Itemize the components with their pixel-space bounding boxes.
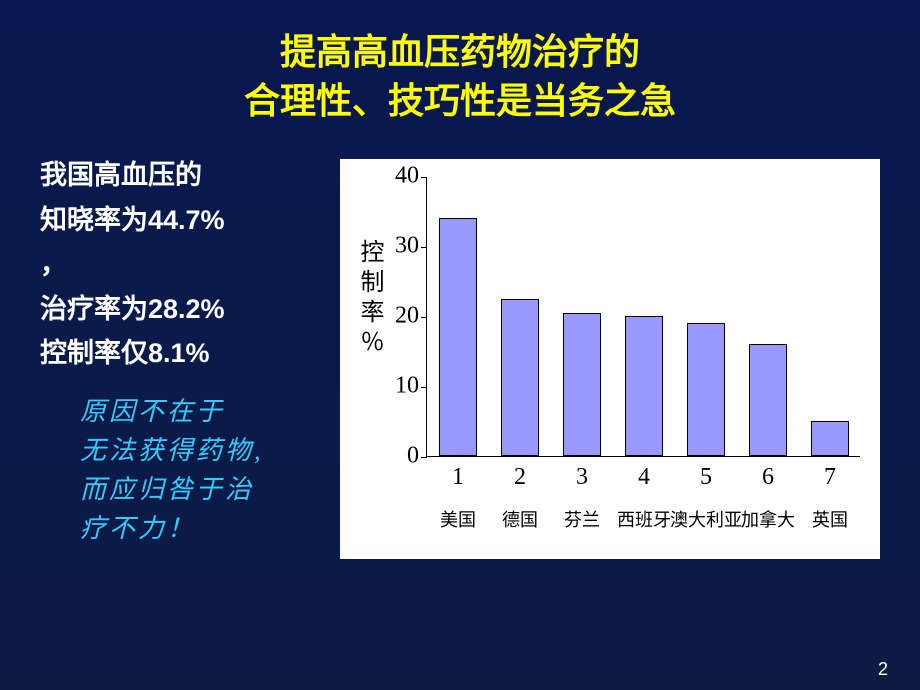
chart-bar (501, 299, 539, 457)
x-tick-country: 加拿大 (741, 506, 795, 532)
x-tick-number: 2 (514, 464, 526, 491)
y-tick-label: 10 (395, 373, 419, 400)
content-row: 我国高血压的 知晓率为44.7% ， 治疗率为28.2% 控制率仅8.1% 原因… (0, 143, 920, 559)
chart-bar (563, 313, 601, 457)
stat-line: 治疗率为28.2% (40, 287, 330, 332)
reason-line: 无法获得药物, (80, 431, 330, 470)
x-tick-number: 4 (638, 464, 650, 491)
y-tick-mark (421, 177, 427, 179)
chart-plot-area: 0102030401美国2德国3芬兰4西班牙5澳大利亚6加拿大7英国 (426, 177, 860, 457)
chart-bar (811, 421, 849, 456)
y-axis-label: 控制率％ (352, 239, 387, 359)
x-tick-number: 1 (452, 464, 464, 491)
reason-line: 疗不力！ (80, 509, 330, 548)
stat-line: 控制率仅8.1% (40, 331, 330, 376)
reason-line: 原因不在于 (80, 392, 330, 431)
x-tick-country: 美国 (440, 506, 476, 532)
x-tick-country: 西班牙 (617, 506, 671, 532)
x-tick-number: 3 (576, 464, 588, 491)
y-tick-label: 30 (395, 233, 419, 260)
title-line-1: 提高高血压药物治疗的 (0, 28, 920, 77)
y-tick-label: 40 (395, 163, 419, 190)
y-tick-label: 20 (395, 303, 419, 330)
x-tick-country: 澳大利亚 (670, 506, 742, 532)
chart-bar (749, 344, 787, 456)
x-tick-number: 6 (762, 464, 774, 491)
slide-title: 提高高血压药物治疗的 合理性、技巧性是当务之急 (0, 0, 920, 143)
x-tick-number: 5 (700, 464, 712, 491)
reason-line: 而应归咎于治 (80, 470, 330, 509)
statistics-block: 我国高血压的 知晓率为44.7% ， 治疗率为28.2% 控制率仅8.1% (40, 153, 330, 376)
y-tick-mark (421, 387, 427, 389)
y-tick-mark (421, 457, 427, 459)
chart-bar (625, 316, 663, 456)
chart-bar (439, 218, 477, 456)
stat-line: ， (40, 242, 330, 287)
stat-line: 知晓率为44.7% (40, 198, 330, 243)
y-tick-label: 0 (407, 443, 419, 470)
page-number: 2 (878, 659, 888, 680)
y-tick-mark (421, 317, 427, 319)
left-column: 我国高血压的 知晓率为44.7% ， 治疗率为28.2% 控制率仅8.1% 原因… (40, 153, 330, 559)
title-line-2: 合理性、技巧性是当务之急 (0, 77, 920, 126)
x-tick-country: 英国 (812, 506, 848, 532)
stat-line: 我国高血压的 (40, 153, 330, 198)
chart-bar (687, 323, 725, 456)
x-tick-country: 芬兰 (564, 506, 600, 532)
x-tick-number: 7 (824, 464, 836, 491)
bar-chart: 控制率％ 0102030401美国2德国3芬兰4西班牙5澳大利亚6加拿大7英国 (340, 159, 880, 559)
y-tick-mark (421, 247, 427, 249)
reason-block: 原因不在于 无法获得药物, 而应归咎于治 疗不力！ (80, 392, 330, 548)
x-tick-country: 德国 (502, 506, 538, 532)
